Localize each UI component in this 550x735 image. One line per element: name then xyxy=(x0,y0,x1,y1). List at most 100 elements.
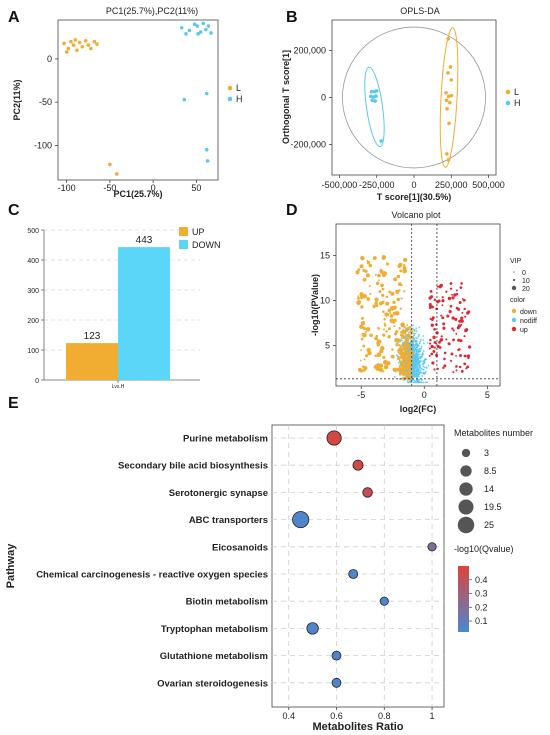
volcano-point-down xyxy=(360,256,365,261)
volcano-point-down xyxy=(362,293,367,299)
volcano-point-nodiff xyxy=(418,342,421,345)
volcano-point-down xyxy=(383,364,389,370)
volcano-point-up xyxy=(433,346,436,349)
volcano-point-nodiff xyxy=(413,346,416,348)
volcano-point-down xyxy=(357,295,360,298)
volcano-point-up xyxy=(441,304,444,307)
volcano-point-down xyxy=(362,344,366,348)
volcano-point-nodiff xyxy=(425,366,428,368)
oplsda-y-tick-label: 0 xyxy=(321,93,326,103)
pathway-size-legend-label: 19.5 xyxy=(484,502,502,512)
pathway-plot-frame xyxy=(271,424,445,708)
volcano-point-nodiff xyxy=(412,364,414,367)
volcano-point-down xyxy=(372,256,377,261)
volcano-point-nodiff xyxy=(416,376,419,379)
volcano-point-down xyxy=(400,297,403,300)
volcano-point-up xyxy=(448,310,452,314)
volcano-point-up xyxy=(428,304,432,309)
volcano-point-down xyxy=(403,290,406,293)
volcano-point-nodiff xyxy=(421,353,424,356)
volcano-point-down xyxy=(381,293,385,297)
volcano-point-down xyxy=(400,322,405,328)
volcano-point-up xyxy=(433,341,437,344)
volcano-point-nodiff xyxy=(417,366,419,368)
volcano-point-up xyxy=(466,354,471,358)
volcano-point-nodiff xyxy=(416,342,418,345)
volcano-point-nodiff xyxy=(409,373,412,376)
volcano-point-nodiff xyxy=(404,336,407,338)
pca-point-l xyxy=(86,43,91,47)
panel-letter-c: C xyxy=(8,202,20,219)
volcano-point-nodiff xyxy=(422,368,425,371)
volcano-x-tick-label: -5 xyxy=(357,390,365,400)
pca-point-l xyxy=(95,42,99,47)
pca-y-tick-label: 0 xyxy=(47,54,52,64)
pathway-size-legend-marker xyxy=(458,499,474,515)
volcano-point-down xyxy=(409,329,414,334)
volcano-point-up xyxy=(443,351,447,355)
volcano-point-down xyxy=(389,312,392,315)
volcano-point-down xyxy=(403,263,406,267)
pca-x-tick-label: -50 xyxy=(103,183,116,193)
volcano-point-up xyxy=(437,299,441,303)
oplsda-point-l xyxy=(447,100,452,105)
volcano-point-nodiff xyxy=(412,362,415,365)
pca-legend-label-h: H xyxy=(236,94,243,104)
volcano-point-down xyxy=(399,367,404,372)
volcano-point-nodiff xyxy=(422,381,425,384)
pathway-panel: 0.4 0.6 0.8 1 Purine metabolism Secondary bi… xyxy=(5,424,533,733)
volcano-point-down xyxy=(398,352,402,355)
volcano-point-nodiff xyxy=(422,335,425,337)
volcano-point-up xyxy=(463,307,466,311)
volcano-point-nodiff xyxy=(408,348,411,351)
volcano-point-nodiff xyxy=(422,339,425,341)
volcano-point-down xyxy=(404,354,409,359)
volcano-point-nodiff xyxy=(402,374,405,377)
pca-legend-label-l: L xyxy=(236,83,241,93)
volcano-point-nodiff xyxy=(419,360,422,363)
volcano-point-up xyxy=(455,369,458,372)
volcano-point-down xyxy=(360,305,364,309)
volcano-point-nodiff xyxy=(413,351,416,354)
volcano-point-nodiff xyxy=(426,381,428,384)
volcano-point-nodiff xyxy=(426,341,429,344)
volcano-vip-legend-label: 0 xyxy=(522,270,526,277)
pca-point-h xyxy=(182,97,187,102)
volcano-point-nodiff xyxy=(421,352,424,355)
volcano-point-up xyxy=(436,285,439,288)
oplsda-y-tick-label: -200,000 xyxy=(290,139,326,149)
volcano-point-nodiff xyxy=(413,329,416,332)
pathway-label: Tryptophan metabolism xyxy=(161,624,268,635)
pathway-x-axis-label: Metabolites Ratio xyxy=(312,721,403,733)
volcano-color-legend-label-down: down xyxy=(520,309,537,316)
volcano-point-down xyxy=(387,335,391,339)
volcano-point-down xyxy=(359,264,364,269)
volcano-point-nodiff xyxy=(407,333,409,336)
volcano-point-down xyxy=(378,301,383,306)
volcano-point-down xyxy=(391,348,394,351)
volcano-point-down xyxy=(380,283,384,288)
oplsda-x-tick-label: -250,000 xyxy=(359,180,395,190)
oplsda-y-axis-label: Orthogonal T score[1] xyxy=(281,50,291,144)
volcano-point-down xyxy=(402,361,406,365)
volcano-point-nodiff xyxy=(415,340,418,342)
volcano-point-nodiff xyxy=(416,372,419,375)
oplsda-point-h xyxy=(374,89,379,93)
volcano-point-up xyxy=(463,335,466,338)
pca-point-h xyxy=(204,27,208,32)
volcano-color-legend-label-up: up xyxy=(520,327,528,334)
volcano-point-down xyxy=(365,327,371,332)
oplsda-point-l xyxy=(449,78,454,82)
volcano-point-up xyxy=(442,326,446,330)
volcano-point-up xyxy=(459,286,463,289)
volcano-point-nodiff xyxy=(427,364,430,367)
volcano-point-nodiff xyxy=(415,357,418,359)
volcano-point-down xyxy=(402,335,406,339)
volcano-point-down xyxy=(383,324,387,327)
volcano-point-down xyxy=(385,330,388,333)
pca-point-h xyxy=(184,32,188,36)
volcano-point-up xyxy=(439,338,443,342)
volcano-point-up xyxy=(436,344,440,349)
volcano-point-down xyxy=(400,356,404,359)
volcano-point-nodiff xyxy=(413,349,416,352)
